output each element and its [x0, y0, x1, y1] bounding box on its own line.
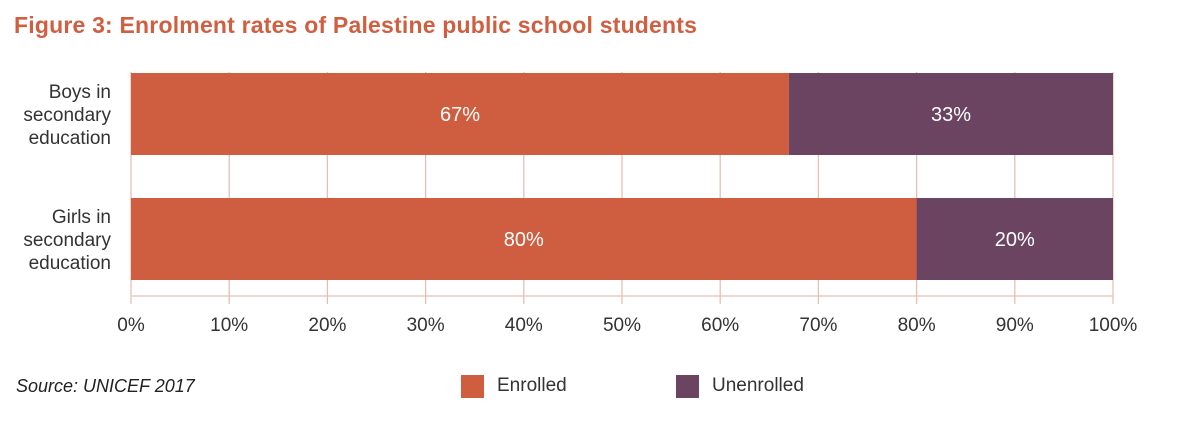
category-label-line: Girls in [52, 207, 111, 228]
source-note: Source: UNICEF 2017 [16, 376, 195, 396]
x-tick-label: 50% [603, 315, 641, 336]
bar-value-label: 80% [504, 229, 544, 251]
x-tick-label: 70% [799, 315, 837, 336]
bar-unenrolled-1 [916, 198, 1113, 280]
x-tick-label: 0% [117, 315, 145, 336]
legend-label-enrolled: Enrolled [497, 375, 567, 396]
x-tick-label: 100% [1089, 315, 1138, 336]
bar-chart: 0% 10% 20% 30% 40% 50% 60% 70% 80% 90% 100% 67% 33% B… [23, 72, 1138, 336]
category-label-line: secondary [23, 230, 111, 251]
legend-item-enrolled: Enrolled [461, 373, 567, 399]
category-label-line: secondary [23, 105, 111, 126]
x-tick-label: 60% [701, 315, 739, 336]
bar-enrolled-0 [131, 73, 789, 155]
legend-swatch-enrolled [461, 374, 484, 398]
category-label-line: education [29, 253, 111, 274]
category-label-1: Girls in secondary education [23, 207, 111, 274]
x-tick-label: 80% [898, 315, 936, 336]
category-label-line: Boys in [49, 82, 111, 103]
bar-value-label: 67% [440, 104, 480, 126]
bar-enrolled-1 [131, 198, 917, 280]
category-label-line: education [29, 128, 111, 149]
x-tick-label: 10% [210, 315, 248, 336]
legend-swatch-unenrolled [676, 374, 699, 398]
category-label-0: Boys in secondary education [23, 82, 111, 149]
x-tick-label: 30% [407, 315, 445, 336]
chart-title: Figure 3: Enrolment rates of Palestine p… [14, 12, 698, 38]
legend-label-unenrolled: Unenrolled [712, 375, 804, 396]
bar-value-label: 33% [931, 104, 971, 126]
x-tick-label: 20% [308, 315, 346, 336]
bar-unenrolled-0 [788, 73, 1113, 155]
legend-item-unenrolled: Unenrolled [676, 373, 804, 399]
bar-value-label: 20% [995, 229, 1035, 251]
x-tick-label: 40% [505, 315, 543, 336]
x-tick-label: 90% [996, 315, 1034, 336]
